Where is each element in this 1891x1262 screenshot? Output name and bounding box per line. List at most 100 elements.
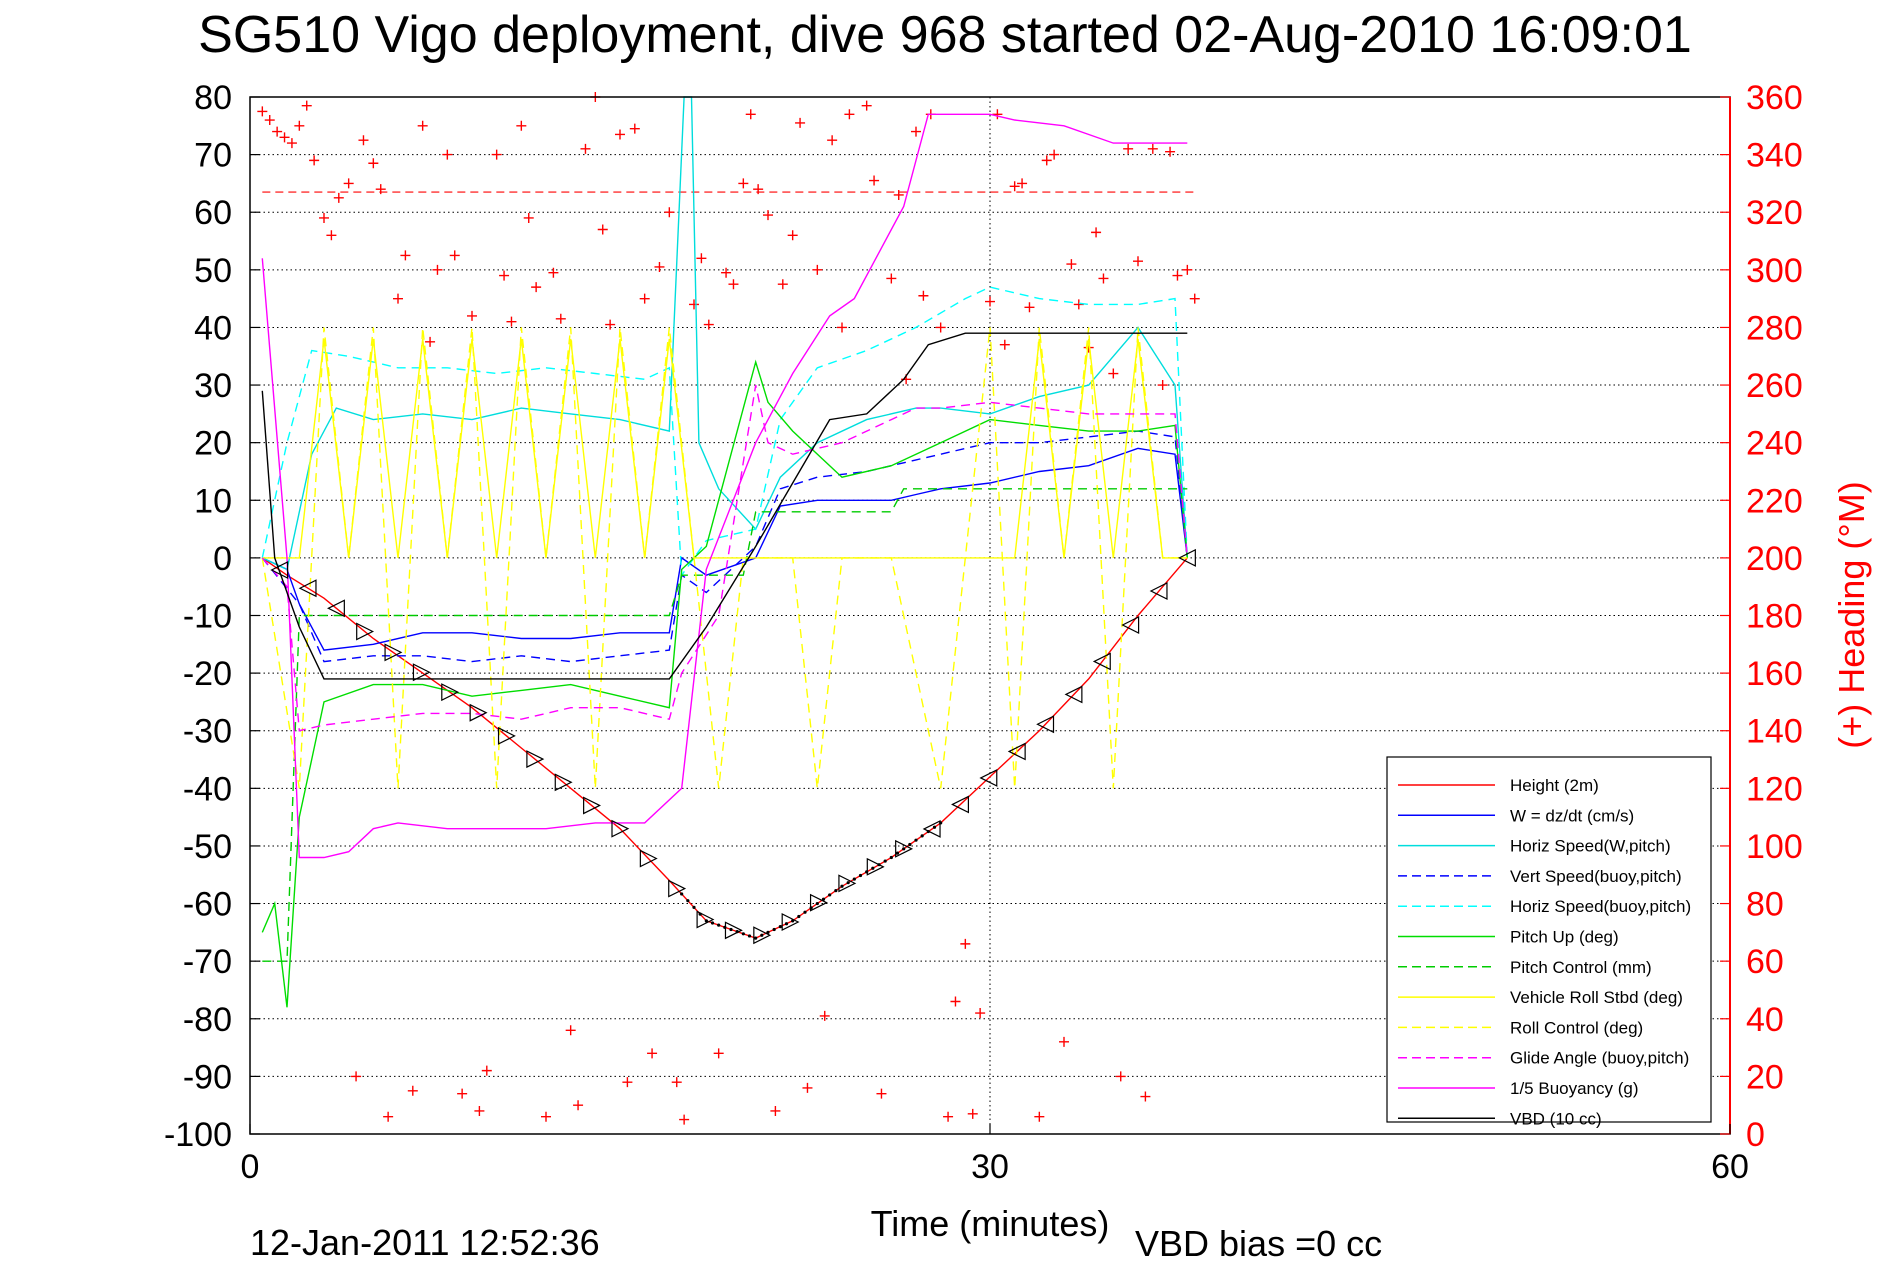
height-detail-dot <box>871 866 875 870</box>
height-triangle-marker <box>356 622 375 641</box>
heading-marker <box>1147 143 1158 154</box>
heading-marker <box>992 109 1003 120</box>
heading-marker <box>639 293 650 304</box>
height-detail-dot <box>784 922 789 926</box>
heading-marker <box>1108 368 1119 379</box>
heading-marker <box>1133 256 1143 267</box>
height-triangle-marker <box>668 879 687 898</box>
height-triangle-marker <box>639 849 658 868</box>
y-tick-label: -70 <box>183 943 232 981</box>
heading-marker <box>985 296 995 307</box>
height-triangle-marker <box>979 768 998 787</box>
height-triangle-marker <box>554 773 573 792</box>
heading-marker <box>351 1071 362 1082</box>
series-line-8 <box>261 327 1188 789</box>
series-line-2 <box>262 96 1188 571</box>
heading-marker <box>301 100 312 111</box>
heading-marker <box>615 129 625 140</box>
height-triangle-marker <box>1149 582 1168 600</box>
height-detail-dot <box>809 906 813 910</box>
series-line-11 <box>261 332 1188 680</box>
heading-marker <box>713 1048 724 1059</box>
height-detail-dot <box>723 925 727 929</box>
y-right-tick-label: 260 <box>1746 367 1803 405</box>
height-triangle-marker <box>526 750 545 769</box>
legend-entry-11: VBD (10 cc) <box>1510 1109 1602 1128</box>
heading-marker <box>1066 259 1077 270</box>
heading-marker <box>368 158 379 169</box>
height-detail-dot <box>821 897 826 901</box>
heading-marker <box>457 1088 468 1099</box>
legend-entry-4: Horiz Speed(buoy,pitch) <box>1510 897 1691 916</box>
heading-marker <box>777 279 788 290</box>
heading-marker <box>279 132 290 143</box>
y-tick-label: -10 <box>183 598 232 636</box>
height-triangle-marker <box>469 703 488 722</box>
height-detail-dot <box>920 834 924 838</box>
heading-marker <box>294 120 305 131</box>
heading-marker <box>629 123 640 134</box>
height-triangle-marker <box>583 796 601 815</box>
heading-marker <box>565 1025 576 1036</box>
heading-marker <box>548 267 559 278</box>
height-detail-dot <box>729 927 733 932</box>
heading-marker <box>257 106 268 117</box>
height-detail-dot <box>710 921 715 925</box>
height-triangle-marker <box>895 839 914 858</box>
legend-entry-3: Vert Speed(buoy,pitch) <box>1510 867 1682 886</box>
height-detail-dot <box>747 934 752 938</box>
heading-marker <box>343 178 354 189</box>
height-triangle-marker <box>753 926 772 945</box>
height-triangle-marker <box>1121 616 1140 634</box>
y-tick-label: 10 <box>194 482 232 520</box>
vbd-bias-label: VBD bias =0 cc <box>1135 1223 1382 1262</box>
y-right-tick-label: 20 <box>1746 1058 1784 1096</box>
heading-marker <box>432 264 443 275</box>
heading-marker <box>869 175 880 186</box>
heading-marker <box>886 273 897 284</box>
heading-marker <box>481 1065 492 1076</box>
y-right-tick-label: 40 <box>1746 1001 1784 1039</box>
height-detail-dot <box>908 842 912 847</box>
heading-marker <box>333 192 344 203</box>
y-tick-label: -80 <box>183 1001 232 1039</box>
heading-marker <box>383 1111 394 1122</box>
y-right-tick-label: 160 <box>1746 655 1803 693</box>
heading-marker <box>319 212 329 223</box>
y-right-tick-label: 0 <box>1746 1116 1765 1154</box>
y-tick-label: -40 <box>183 770 232 808</box>
height-triangle-marker <box>1007 742 1026 761</box>
heading-marker <box>358 135 369 146</box>
heading-marker <box>1189 293 1200 304</box>
x-tick-label: 0 <box>241 1148 260 1186</box>
height-triangle-marker <box>866 857 885 876</box>
heading-marker <box>721 267 732 278</box>
heading-marker <box>417 120 428 131</box>
heading-marker <box>1041 155 1052 166</box>
heading-marker <box>1034 1111 1045 1122</box>
heading-marker <box>844 109 855 120</box>
y-right-tick-label: 320 <box>1746 194 1803 232</box>
heading-marker <box>400 250 411 261</box>
heading-marker <box>393 293 403 304</box>
heading-marker <box>671 1077 682 1088</box>
height-detail-dot <box>692 905 696 909</box>
heading-marker <box>605 319 616 330</box>
heading-marker <box>516 120 527 131</box>
height-triangle-marker <box>298 579 317 598</box>
legend-entry-10: 1/5 Buoyancy (g) <box>1510 1079 1639 1098</box>
y-right-tick-label: 100 <box>1746 828 1803 866</box>
axis-ticks: -100-90-80-70-60-50-40-30-20-10010203040… <box>164 79 1803 1186</box>
heading-marker <box>555 313 566 324</box>
height-triangle-marker <box>326 599 345 618</box>
height-detail-dot <box>932 825 937 829</box>
y-tick-label: -20 <box>183 655 232 693</box>
heading-marker <box>918 290 929 301</box>
y-right-tick-label: 280 <box>1746 309 1803 347</box>
heading-marker <box>802 1082 813 1093</box>
height-detail-dot <box>741 932 745 936</box>
heading-marker <box>795 117 806 128</box>
series-line-1 <box>262 447 1188 651</box>
y-tick-label: 30 <box>194 367 232 405</box>
y-right-tick-label: 360 <box>1746 79 1803 117</box>
